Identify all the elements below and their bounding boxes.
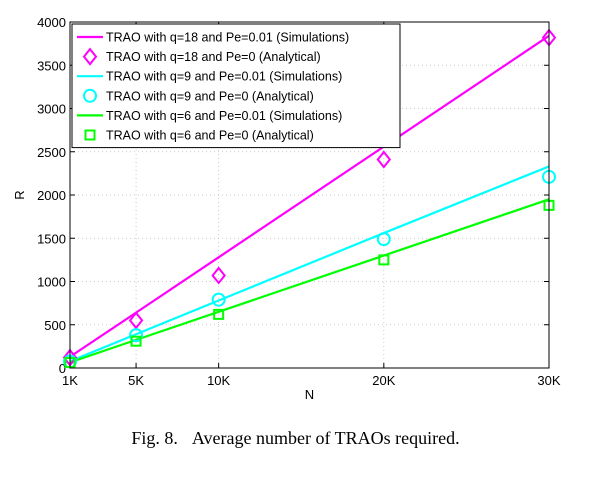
plot-frame (69, 21, 550, 369)
series-line (69, 34, 550, 358)
legend-entry-label: TRAO with q=18 and Pe=0.01 (Simulations) (106, 31, 349, 45)
legend: TRAO with q=18 and Pe=0.01 (Simulations)… (71, 23, 401, 149)
line-chart: 0 500 1000 1500 2000 2500 3000 3500 4000 1K 5K 10K… (12, 15, 561, 402)
y-tick-label: 4000 (37, 15, 66, 30)
square-marker (378, 254, 390, 266)
series-lines (69, 34, 550, 364)
x-tick-label: 1K (62, 373, 78, 388)
legend-swatch-diamond (82, 47, 98, 66)
y-axis-label: R (12, 190, 27, 199)
y-tick-label: 0 (59, 361, 66, 376)
legend-entry-label: TRAO with q=9 and Pe=0.01 (Simulations) (106, 70, 342, 84)
y-tick-label: 1000 (37, 275, 66, 290)
series-line (69, 198, 550, 364)
y-tick-label: 2500 (37, 145, 66, 160)
legend-entry-label: TRAO with q=6 and Pe=0 (Analytical) (106, 129, 314, 143)
legend-box (71, 23, 401, 149)
x-tick-label: 30K (537, 373, 560, 388)
legend-entry-label: TRAO with q=9 and Pe=0 (Analytical) (106, 89, 314, 103)
y-axis-ticks: 0 500 1000 1500 2000 2500 3000 3500 4000 (37, 15, 549, 376)
y-tick-label: 1500 (37, 231, 66, 246)
legend-swatch-square (84, 129, 96, 141)
y-tick-label: 3000 (37, 102, 66, 117)
diamond-marker (376, 150, 392, 169)
x-tick-label: 10K (207, 373, 230, 388)
caption-text: Average number of TRAOs required. (191, 428, 460, 448)
diamond-marker (128, 311, 144, 330)
circle-marker (376, 232, 391, 247)
caption-label: Fig. 8. (131, 428, 178, 448)
legend-entry-label: TRAO with q=6 and Pe=0.01 (Simulations) (106, 109, 342, 123)
square-marker (213, 308, 225, 320)
circle-marker (211, 292, 226, 307)
circle-marker (129, 328, 144, 343)
y-tick-label: 500 (44, 318, 66, 333)
x-tick-label: 20K (372, 373, 395, 388)
figure-caption: Fig. 8. Average number of TRAOs required. (0, 428, 591, 449)
y-tick-label: 3500 (37, 58, 66, 73)
diamond-marker (211, 266, 226, 285)
series-line (69, 165, 550, 363)
x-axis-label: N (305, 387, 314, 402)
x-tick-label: 5K (128, 373, 144, 388)
square-marker (130, 335, 142, 347)
legend-entry-label: TRAO with q=18 and Pe=0 (Analytical) (106, 50, 321, 64)
legend-swatch-circle (83, 88, 97, 103)
y-tick-label: 2000 (37, 188, 66, 203)
